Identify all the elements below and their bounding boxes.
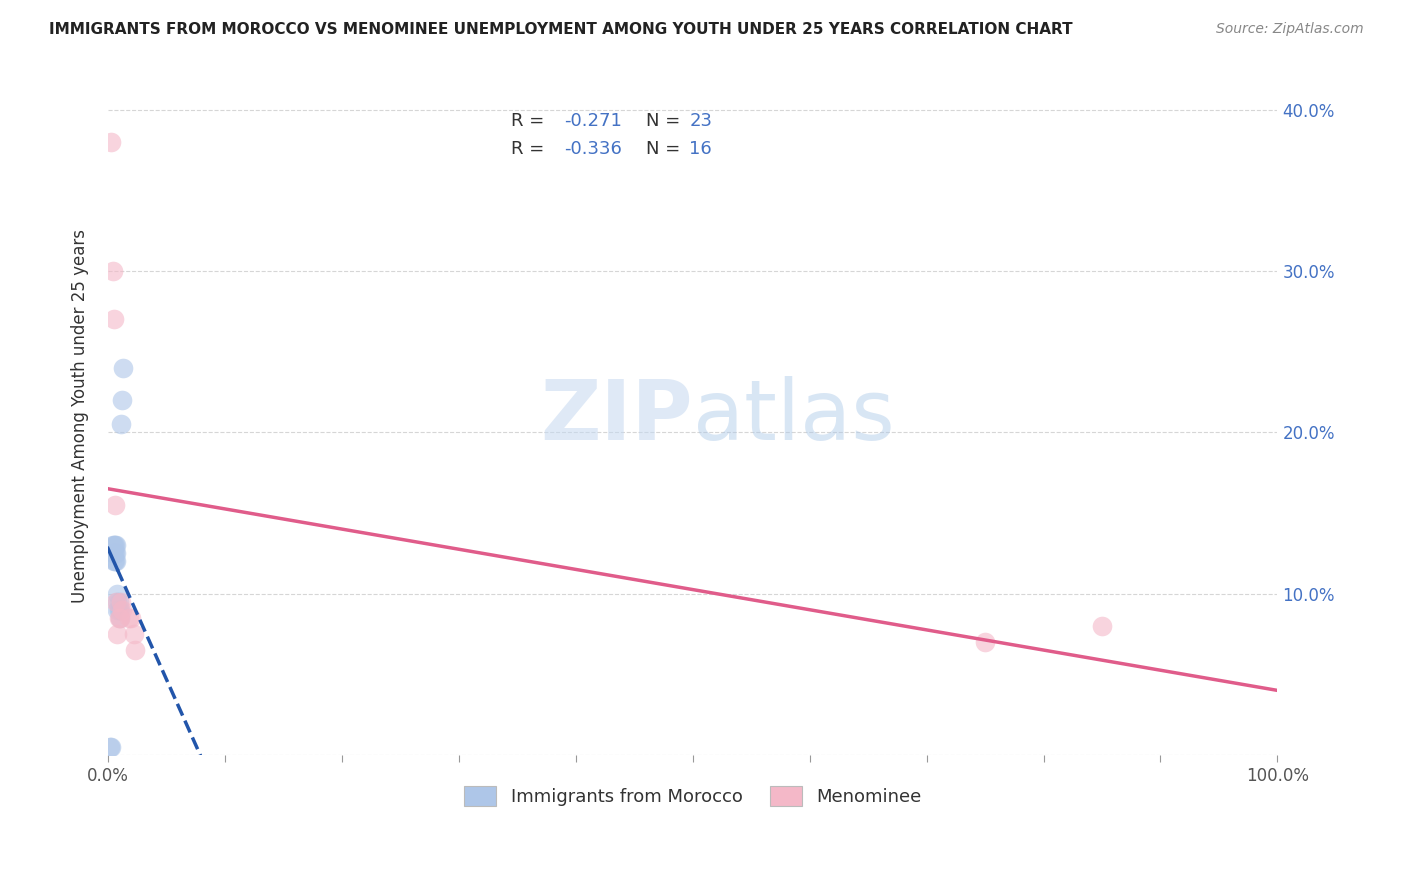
Text: IMMIGRANTS FROM MOROCCO VS MENOMINEE UNEMPLOYMENT AMONG YOUTH UNDER 25 YEARS COR: IMMIGRANTS FROM MOROCCO VS MENOMINEE UNE… — [49, 22, 1073, 37]
Point — [98, 739, 121, 754]
Text: 16: 16 — [689, 139, 711, 158]
Point — [110, 417, 132, 432]
Point — [974, 635, 997, 649]
Point — [110, 595, 132, 609]
Point — [103, 546, 125, 560]
Point — [104, 498, 127, 512]
Text: -0.336: -0.336 — [564, 139, 621, 158]
Point — [104, 546, 127, 560]
Point — [120, 611, 142, 625]
Point — [1091, 619, 1114, 633]
Point — [101, 546, 124, 560]
Point — [103, 312, 125, 326]
Point — [107, 595, 129, 609]
Point — [107, 611, 129, 625]
Point — [100, 135, 122, 149]
Point — [111, 392, 134, 407]
Y-axis label: Unemployment Among Youth under 25 years: Unemployment Among Youth under 25 years — [72, 229, 89, 603]
Point — [118, 611, 141, 625]
Text: atlas: atlas — [693, 376, 894, 457]
Point — [100, 739, 122, 754]
Text: ZIP: ZIP — [540, 376, 693, 457]
Point — [108, 611, 131, 625]
Point — [104, 538, 127, 552]
Point — [107, 603, 129, 617]
Point — [105, 595, 128, 609]
Text: 23: 23 — [689, 112, 713, 130]
Point — [105, 595, 128, 609]
Point — [103, 538, 125, 552]
Text: N =: N = — [645, 112, 681, 130]
Point — [105, 546, 128, 560]
Text: -0.271: -0.271 — [564, 112, 621, 130]
Point — [111, 603, 134, 617]
Point — [108, 603, 131, 617]
Point — [105, 627, 128, 641]
Point — [105, 554, 128, 568]
Point — [105, 603, 128, 617]
Text: R =: R = — [512, 139, 544, 158]
Legend: Immigrants from Morocco, Menominee: Immigrants from Morocco, Menominee — [457, 779, 929, 814]
Point — [124, 643, 146, 657]
Point — [105, 538, 128, 552]
Point — [104, 554, 127, 568]
Point — [112, 360, 135, 375]
Text: R =: R = — [512, 112, 544, 130]
Point — [105, 586, 128, 600]
Point — [101, 264, 124, 278]
Point — [103, 554, 125, 568]
Text: Source: ZipAtlas.com: Source: ZipAtlas.com — [1216, 22, 1364, 37]
Point — [101, 538, 124, 552]
Point — [122, 627, 145, 641]
Point — [108, 611, 131, 625]
Text: N =: N = — [645, 139, 681, 158]
